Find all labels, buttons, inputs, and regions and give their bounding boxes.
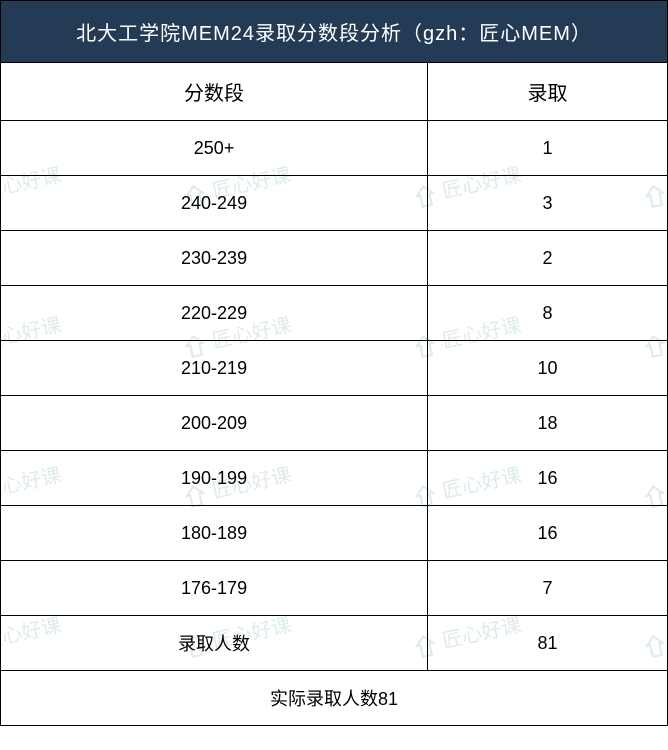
cell-admitted: 8 <box>428 286 668 341</box>
cell-admitted: 16 <box>428 451 668 506</box>
col-header-score-range: 分数段 <box>1 63 428 121</box>
cell-score-range: 180-189 <box>1 506 428 561</box>
table-row: 250+1 <box>1 121 668 176</box>
cell-admitted: 7 <box>428 561 668 616</box>
table-container: 北大工学院MEM24录取分数段分析（gzh：匠心MEM） 分数段 录取 250+… <box>0 0 668 726</box>
table-row: 230-2392 <box>1 231 668 286</box>
score-table: 分数段 录取 250+1240-2493230-2392220-2298210-… <box>0 62 668 726</box>
cell-admitted: 10 <box>428 341 668 396</box>
cell-score-range: 200-209 <box>1 396 428 451</box>
table-body: 250+1240-2493230-2392220-2298210-2191020… <box>1 121 668 671</box>
cell-score-range: 录取人数 <box>1 616 428 671</box>
cell-score-range: 230-239 <box>1 231 428 286</box>
table-row: 240-2493 <box>1 176 668 231</box>
table-row: 220-2298 <box>1 286 668 341</box>
cell-admitted: 16 <box>428 506 668 561</box>
cell-score-range: 176-179 <box>1 561 428 616</box>
col-header-admitted: 录取 <box>428 63 668 121</box>
cell-score-range: 210-219 <box>1 341 428 396</box>
table-title: 北大工学院MEM24录取分数段分析（gzh：匠心MEM） <box>0 0 668 62</box>
cell-admitted: 1 <box>428 121 668 176</box>
table-row: 176-1797 <box>1 561 668 616</box>
cell-score-range: 220-229 <box>1 286 428 341</box>
cell-admitted: 81 <box>428 616 668 671</box>
table-row: 180-18916 <box>1 506 668 561</box>
table-row: 210-21910 <box>1 341 668 396</box>
cell-score-range: 190-199 <box>1 451 428 506</box>
table-row: 200-20918 <box>1 396 668 451</box>
table-row: 录取人数81 <box>1 616 668 671</box>
cell-admitted: 2 <box>428 231 668 286</box>
cell-score-range: 240-249 <box>1 176 428 231</box>
cell-admitted: 18 <box>428 396 668 451</box>
table-footer-row: 实际录取人数81 <box>1 671 668 726</box>
cell-admitted: 3 <box>428 176 668 231</box>
cell-score-range: 250+ <box>1 121 428 176</box>
footer-cell: 实际录取人数81 <box>1 671 668 726</box>
table-row: 190-19916 <box>1 451 668 506</box>
table-header-row: 分数段 录取 <box>1 63 668 121</box>
